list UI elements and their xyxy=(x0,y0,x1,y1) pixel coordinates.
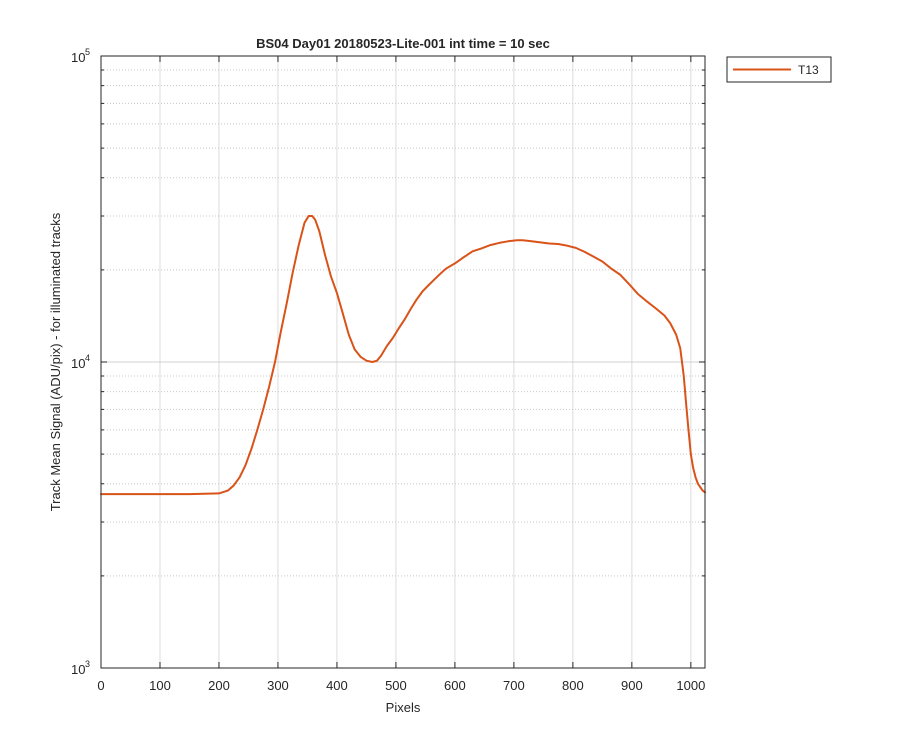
x-tick-label: 600 xyxy=(444,678,466,693)
y-tick-label-base: 10 xyxy=(71,662,85,677)
x-tick-label: 200 xyxy=(208,678,230,693)
x-tick-label: 300 xyxy=(267,678,289,693)
legend: T13 xyxy=(726,56,832,83)
y-tick-label-base: 10 xyxy=(71,356,85,371)
y-tick-label-exponent: 5 xyxy=(85,47,90,57)
x-tick-label: 400 xyxy=(326,678,348,693)
x-tick-label: 1000 xyxy=(676,678,705,693)
x-tick-label: 500 xyxy=(385,678,407,693)
series-layer xyxy=(100,215,706,496)
x-tick-label: 800 xyxy=(562,678,584,693)
x-tick-label: 900 xyxy=(621,678,643,693)
y-tick-label-exponent: 4 xyxy=(85,353,90,363)
y-tick-label: 10 5 xyxy=(71,47,90,65)
x-tick-label: 0 xyxy=(97,678,104,693)
grid-lines xyxy=(101,56,705,668)
y-tick-label-base: 10 xyxy=(71,50,85,65)
series-line-t13 xyxy=(100,215,706,496)
x-tick-label: 700 xyxy=(503,678,525,693)
y-tick-label-exponent: 3 xyxy=(85,659,90,669)
axis-ticks xyxy=(100,55,705,669)
y-tick-label: 10 3 xyxy=(71,659,90,677)
x-tick-label: 100 xyxy=(149,678,171,693)
x-axis-tick-labels: 0 100 200 300 400 500 600 700 800 900 1000 xyxy=(97,678,705,693)
y-tick-label: 10 4 xyxy=(71,353,90,371)
x-axis-label: Pixels xyxy=(386,700,421,715)
y-axis-label: Track Mean Signal (ADU/pix) - for illumi… xyxy=(48,212,63,511)
legend-label-t13: T13 xyxy=(798,63,819,77)
chart-title: BS04 Day01 20180523-Lite-001 int time = … xyxy=(256,36,550,51)
